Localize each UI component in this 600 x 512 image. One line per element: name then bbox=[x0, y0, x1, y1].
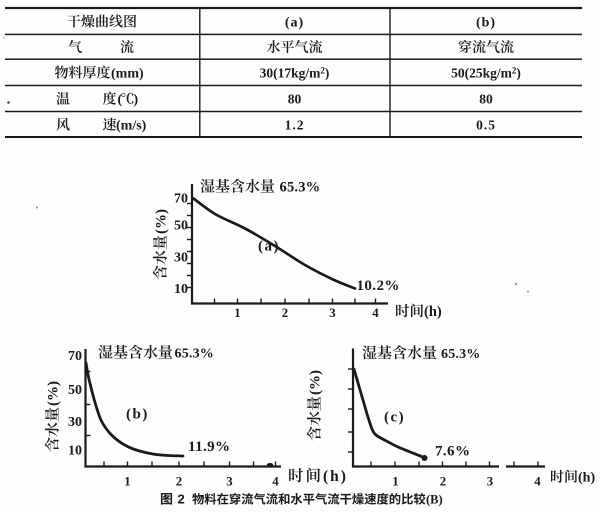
svg-text:1: 1 bbox=[124, 475, 130, 489]
svg-text:80: 80 bbox=[288, 92, 302, 107]
svg-text:(b): (b) bbox=[126, 407, 149, 423]
svg-text:2: 2 bbox=[178, 492, 185, 507]
svg-text:(a): (a) bbox=[258, 239, 280, 255]
svg-text:(mm): (mm) bbox=[111, 66, 144, 81]
svg-text:3: 3 bbox=[487, 475, 493, 489]
svg-text:65.3%: 65.3% bbox=[441, 347, 481, 362]
svg-text:(b): (b) bbox=[476, 15, 496, 30]
svg-text:10: 10 bbox=[174, 282, 188, 297]
svg-text:7.6%: 7.6% bbox=[435, 444, 470, 460]
svg-text:50: 50 bbox=[68, 383, 82, 398]
svg-text:70: 70 bbox=[68, 349, 82, 364]
svg-text:(%): (%) bbox=[308, 370, 324, 395]
svg-text:10: 10 bbox=[68, 444, 82, 459]
svg-text:(h): (h) bbox=[424, 304, 442, 320]
svg-text:3: 3 bbox=[329, 306, 335, 320]
svg-text:2: 2 bbox=[176, 475, 182, 489]
svg-text:4: 4 bbox=[372, 306, 379, 320]
svg-text:4: 4 bbox=[272, 475, 279, 489]
svg-text:80: 80 bbox=[479, 92, 493, 107]
svg-text:(h): (h) bbox=[323, 468, 348, 485]
svg-text:4: 4 bbox=[534, 475, 541, 489]
svg-text:10.2%: 10.2% bbox=[357, 278, 400, 294]
svg-text:65.3%: 65.3% bbox=[175, 347, 215, 362]
svg-text:1: 1 bbox=[392, 475, 398, 489]
svg-text:30: 30 bbox=[174, 251, 188, 266]
svg-text:(: ( bbox=[118, 93, 123, 108]
svg-text:(B): (B) bbox=[426, 493, 443, 507]
svg-text:50: 50 bbox=[174, 218, 188, 233]
svg-text:(c): (c) bbox=[384, 410, 405, 426]
svg-text:1: 1 bbox=[234, 306, 240, 320]
svg-text:): ) bbox=[134, 93, 139, 108]
svg-text:(m/s): (m/s) bbox=[116, 119, 147, 134]
svg-text:50(25kg/m2): 50(25kg/m2) bbox=[451, 65, 521, 80]
svg-text:70: 70 bbox=[174, 192, 188, 207]
svg-text:0.5: 0.5 bbox=[476, 118, 496, 133]
svg-text:30: 30 bbox=[68, 415, 82, 430]
svg-text:(%): (%) bbox=[46, 381, 62, 406]
svg-text:2: 2 bbox=[440, 475, 446, 489]
svg-text:1.2: 1.2 bbox=[285, 118, 305, 133]
svg-text:65.3%: 65.3% bbox=[280, 180, 321, 196]
svg-text:30(17kg/m2): 30(17kg/m2) bbox=[260, 65, 330, 80]
svg-text:(%): (%) bbox=[154, 209, 170, 234]
svg-text:11.9%: 11.9% bbox=[188, 439, 230, 455]
svg-text:(a): (a) bbox=[285, 15, 304, 30]
svg-text:2: 2 bbox=[282, 306, 288, 320]
svg-text:3: 3 bbox=[226, 475, 232, 489]
svg-text:(h): (h) bbox=[578, 471, 595, 486]
